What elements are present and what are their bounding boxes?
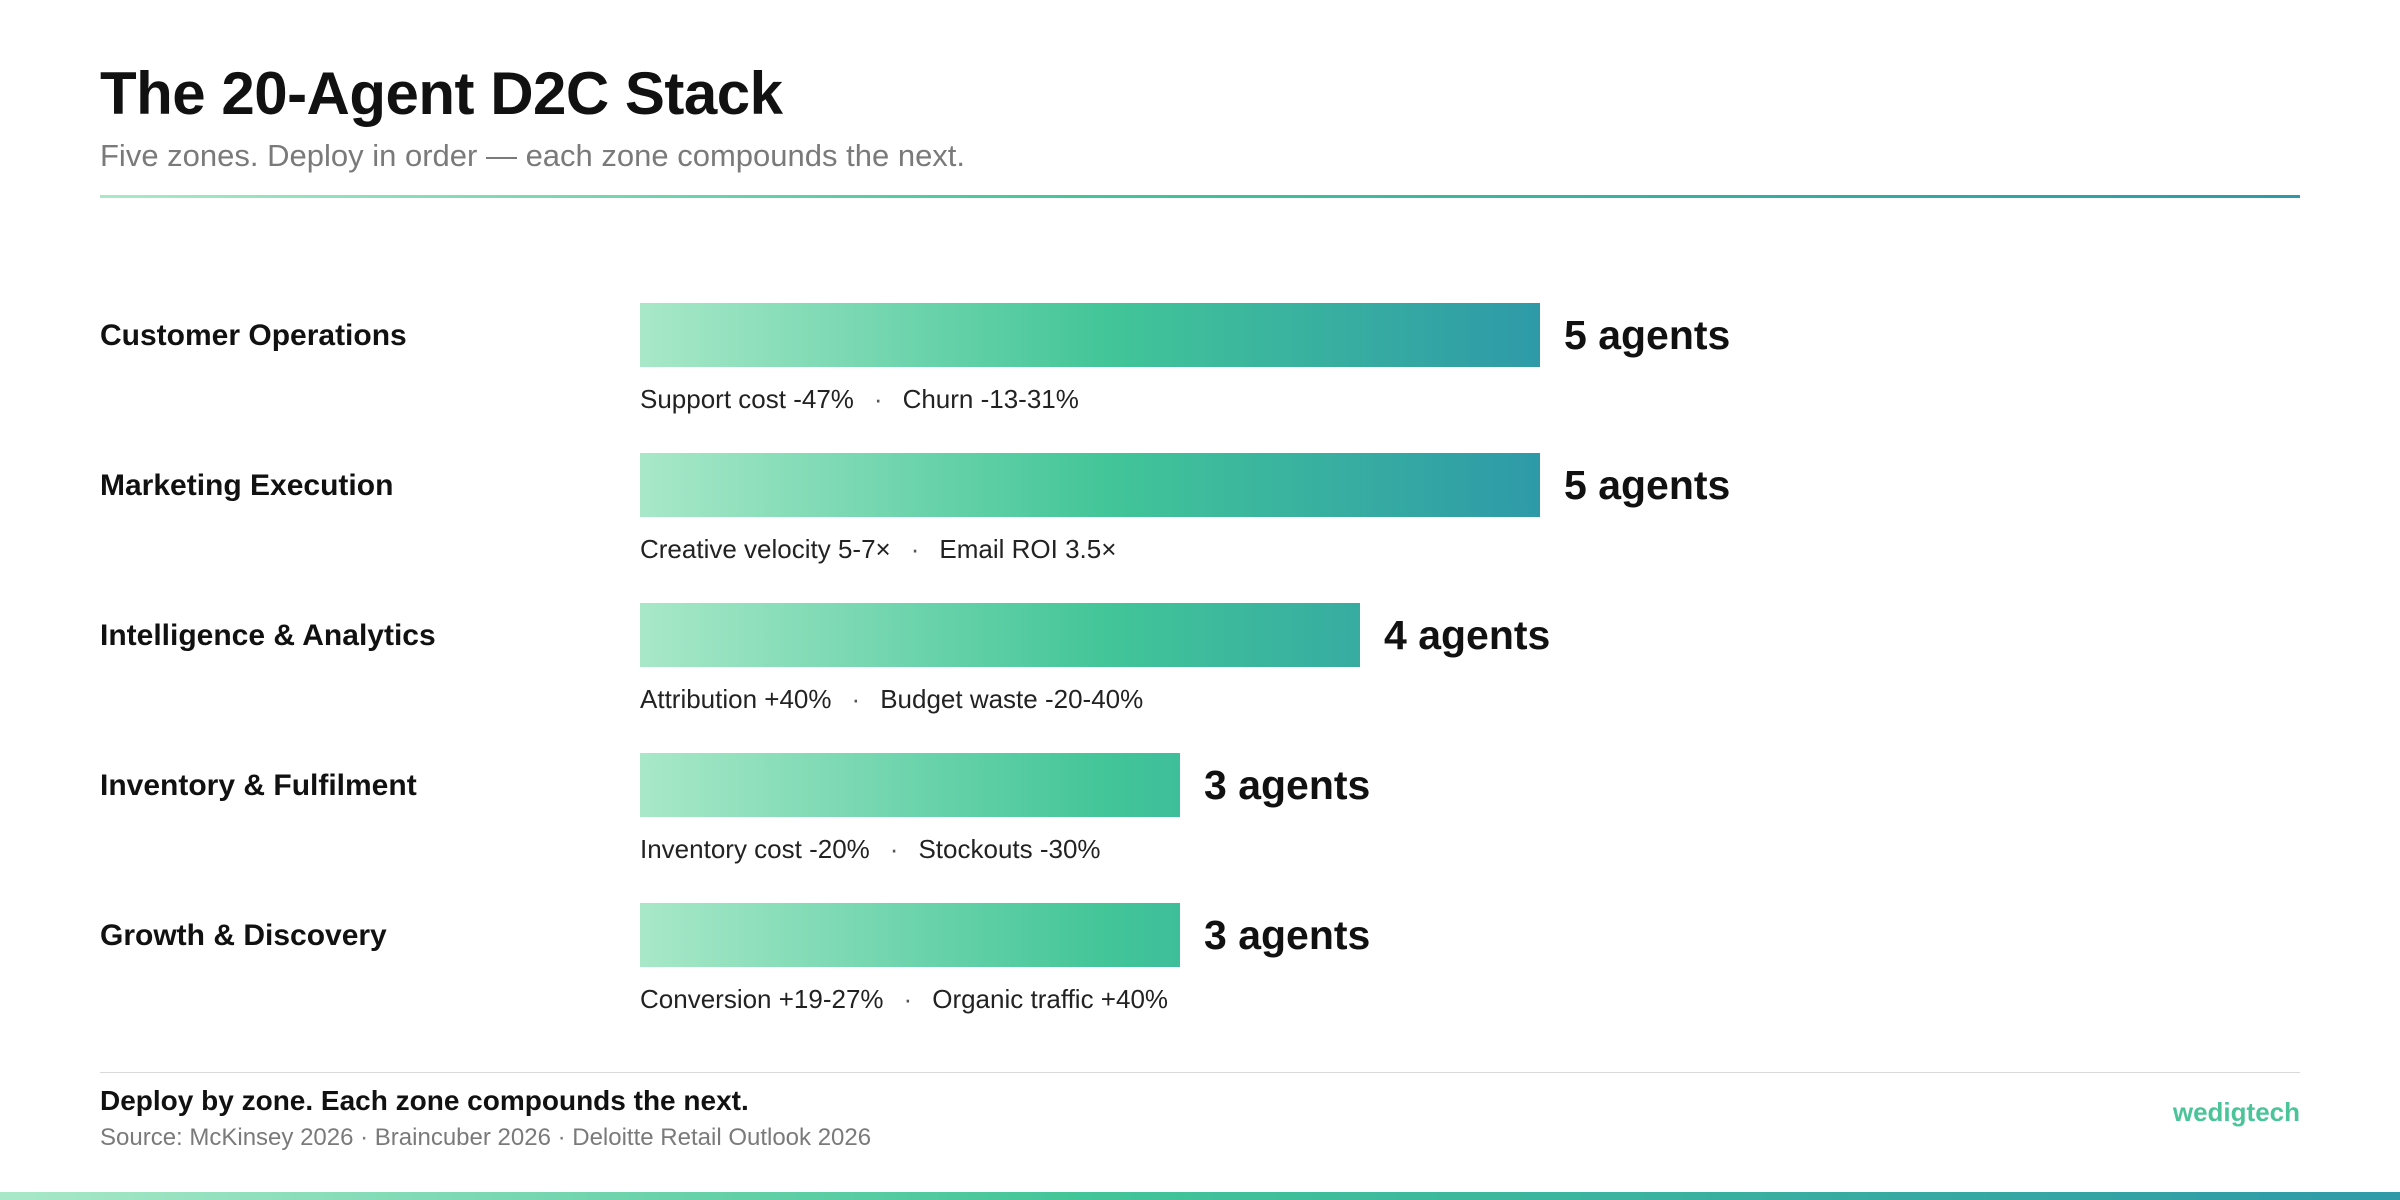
zone-metric: Email ROI 3.5×	[939, 534, 1117, 564]
zone-metric: Creative velocity 5-7×	[640, 534, 891, 564]
zone-bar	[640, 303, 1540, 367]
metric-separator: ·	[903, 984, 913, 1014]
zone-row: Marketing Execution 5 agents Creative velo…	[0, 453, 2400, 603]
zone-bar	[640, 603, 1360, 667]
zone-row: Growth & Discovery 3 agents Conversion +19…	[0, 903, 2400, 1053]
zone-bar	[640, 453, 1540, 517]
zone-agent-count: 3 agents	[1204, 912, 1371, 958]
zone-metric: Budget waste -20-40%	[880, 684, 1144, 714]
zone-row: Intelligence & Analytics 4 agents Attribut…	[0, 603, 2400, 753]
footer-source: Source: McKinsey 2026 · Braincuber 2026 …	[100, 1124, 872, 1151]
footer-tagline: Deploy by zone. Each zone compounds the …	[100, 1085, 749, 1116]
header-divider	[100, 195, 2300, 198]
zone-row: Customer Operations 5 agents Support cost …	[0, 303, 2400, 453]
bottom-accent-strip	[0, 1192, 2400, 1200]
zone-name-label: Marketing Execution	[100, 469, 394, 502]
zone-agent-count: 3 agents	[1204, 762, 1371, 808]
zone-metrics: Attribution +40% · Budget waste -20-40%	[640, 683, 1143, 715]
zone-metrics: Creative velocity 5-7× · Email ROI 3.5×	[640, 533, 1116, 565]
zone-name-label: Growth & Discovery	[100, 919, 387, 952]
zone-name-label: Intelligence & Analytics	[100, 619, 436, 652]
zone-name-label: Inventory & Fulfilment	[100, 769, 417, 802]
zone-metric: Inventory cost -20%	[640, 834, 870, 864]
zone-metric: Attribution +40%	[640, 684, 832, 714]
zone-metric: Organic traffic +40%	[932, 984, 1169, 1014]
footer-divider	[100, 1072, 2300, 1073]
zone-metric: Support cost -47%	[640, 384, 854, 414]
zone-bar	[640, 903, 1180, 967]
zone-row: Inventory & Fulfilment 3 agents Inventory …	[0, 753, 2400, 903]
brand-logo: wedigtech	[2172, 1097, 2300, 1127]
zone-metric: Conversion +19-27%	[640, 984, 884, 1014]
zone-metrics: Conversion +19-27% · Organic traffic +40%	[640, 983, 1168, 1015]
zone-name-label: Customer Operations	[100, 319, 407, 352]
metric-separator: ·	[873, 384, 883, 414]
zone-metrics: Inventory cost -20% · Stockouts -30%	[640, 833, 1101, 865]
zone-metric: Stockouts -30%	[918, 834, 1101, 864]
metric-separator: ·	[851, 684, 861, 714]
zone-agent-count: 5 agents	[1564, 312, 1731, 358]
metric-separator: ·	[889, 834, 899, 864]
metric-separator: ·	[910, 534, 920, 564]
zone-bar	[640, 753, 1180, 817]
zone-agent-count: 5 agents	[1564, 462, 1731, 508]
page-title: The 20-Agent D2C Stack	[100, 60, 783, 127]
page-subtitle: Five zones. Deploy in order — each zone …	[100, 138, 966, 173]
zone-metric: Churn -13-31%	[902, 384, 1079, 414]
zone-agent-count: 4 agents	[1384, 612, 1551, 658]
zone-metrics: Support cost -47% · Churn -13-31%	[640, 383, 1079, 415]
